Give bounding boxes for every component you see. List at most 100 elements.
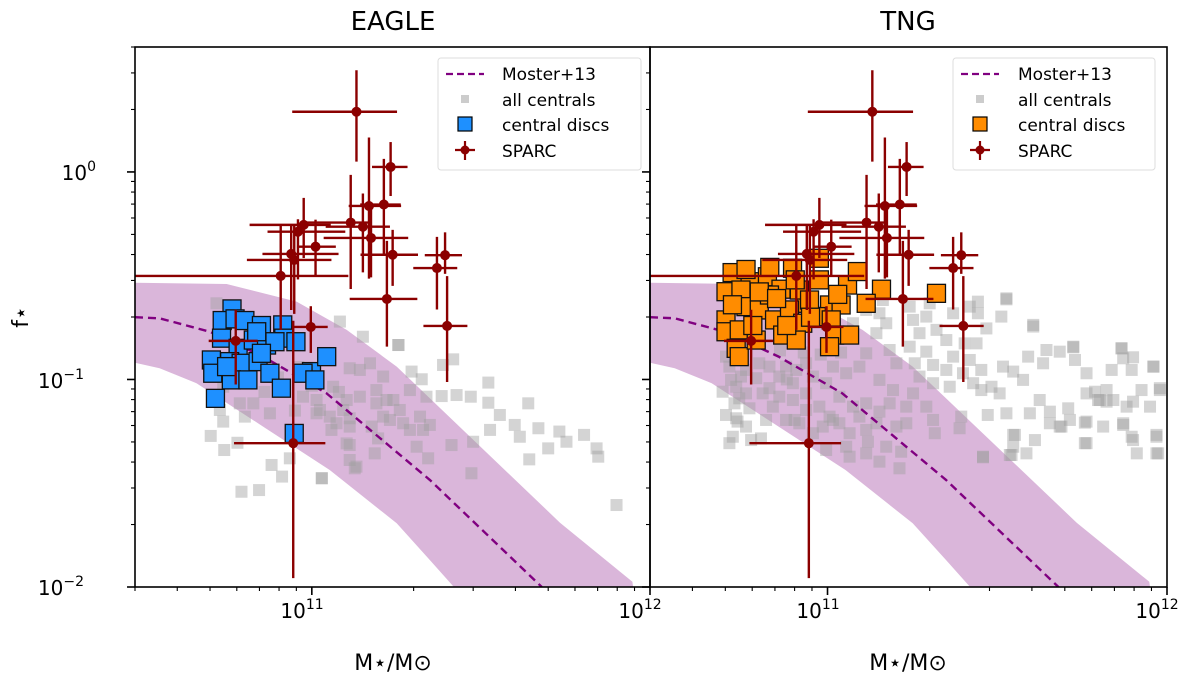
all-centrals-point xyxy=(590,442,603,455)
all-centrals-point xyxy=(1150,430,1163,443)
all-centrals-point xyxy=(1153,382,1166,395)
central-disc-point xyxy=(839,325,860,345)
all-centrals-point xyxy=(553,425,566,438)
all-centrals-point xyxy=(786,377,799,390)
all-centrals-point xyxy=(377,410,390,423)
all-centrals-point xyxy=(786,394,799,407)
all-centrals-point xyxy=(873,405,886,418)
all-centrals-point xyxy=(315,472,328,485)
sparc-point xyxy=(749,320,842,579)
central-disc-point xyxy=(216,356,237,377)
axis-ticks xyxy=(127,46,1168,595)
sparc-point xyxy=(929,236,974,310)
all-centrals-point xyxy=(833,390,846,403)
sparc-marker xyxy=(378,199,389,210)
central-disc-point xyxy=(238,370,258,390)
sparc-marker xyxy=(310,241,321,252)
x-tick-label-eagle-1e12: 1012 xyxy=(618,597,661,623)
all-centrals-point xyxy=(350,460,363,473)
all-centrals-point xyxy=(1105,363,1118,376)
legend-label-moster: Moster+13 xyxy=(502,65,596,85)
all-centrals-point xyxy=(235,485,248,498)
all-centrals-point xyxy=(826,413,839,426)
all-centrals-point xyxy=(716,385,729,398)
central-disc-point xyxy=(766,288,787,309)
all-centrals-point xyxy=(467,435,480,448)
all-centrals-point xyxy=(1055,420,1068,433)
all-centrals-point xyxy=(1080,415,1093,428)
all-centrals-point xyxy=(1147,360,1160,373)
all-centrals-point xyxy=(967,377,980,390)
all-centrals-point xyxy=(1117,418,1130,431)
all-centrals-point xyxy=(1127,395,1140,408)
legend-sparc-icon xyxy=(455,141,475,160)
all-centrals-point xyxy=(958,337,971,350)
central-disc-point xyxy=(271,378,292,398)
sparc-marker xyxy=(442,320,453,331)
all-centrals-series xyxy=(716,292,1166,475)
all-centrals-point xyxy=(927,413,940,426)
all-centrals-point xyxy=(1000,407,1013,420)
all-centrals-point xyxy=(793,417,806,430)
all-centrals-point xyxy=(890,357,903,370)
all-centrals-point xyxy=(1033,394,1046,407)
all-centrals-point xyxy=(1062,402,1075,415)
all-centrals-point xyxy=(1037,357,1050,370)
sparc-marker xyxy=(861,217,872,228)
all-centrals-point xyxy=(907,313,920,326)
all-centrals-point xyxy=(1120,400,1133,413)
central-disc-point xyxy=(286,332,306,352)
sparc-point xyxy=(839,204,925,278)
central-disc-point xyxy=(260,363,280,383)
all-centrals-point xyxy=(310,407,323,420)
all-centrals-point xyxy=(417,423,430,436)
central-disc-point xyxy=(317,346,337,367)
all-centrals-point xyxy=(995,310,1008,323)
sparc-marker xyxy=(366,232,377,243)
all-centrals-point xyxy=(447,353,460,366)
sparc-point xyxy=(723,309,774,385)
all-centrals-point xyxy=(1005,449,1018,462)
central-disc-point xyxy=(777,315,797,336)
all-centrals-point xyxy=(1068,353,1081,366)
sparc-point xyxy=(413,236,458,310)
sparc-marker xyxy=(958,320,969,331)
all-centrals-point xyxy=(372,432,385,445)
all-centrals-point xyxy=(392,339,405,352)
all-centrals-point xyxy=(1067,340,1080,353)
all-centrals-point xyxy=(343,420,356,433)
all-centrals-point xyxy=(484,423,497,436)
sparc-point xyxy=(819,174,887,289)
sparc-marker xyxy=(956,250,967,261)
sparc-point xyxy=(262,224,339,310)
all-centrals-point xyxy=(873,307,886,320)
sparc-point xyxy=(650,224,865,330)
sparc-marker xyxy=(808,226,819,237)
y-axis-label: f⋆ xyxy=(9,306,34,328)
sparc-marker xyxy=(298,219,309,230)
all-centrals-point xyxy=(288,404,301,417)
all-centrals-point xyxy=(873,455,886,468)
all-centrals-point xyxy=(913,370,926,383)
all-centrals-point xyxy=(788,413,801,426)
all-centrals-point xyxy=(955,410,968,423)
all-centrals-point xyxy=(773,370,786,383)
all-centrals-point xyxy=(883,397,896,410)
all-centrals-point xyxy=(414,410,427,423)
all-centrals-point xyxy=(753,357,766,370)
all-centrals-point xyxy=(610,499,623,512)
all-centrals-point xyxy=(725,373,738,386)
all-centrals-point xyxy=(860,347,873,360)
sparc-marker xyxy=(894,199,905,210)
all-centrals-point xyxy=(920,345,933,358)
all-centrals-point xyxy=(740,420,753,433)
all-centrals-point xyxy=(1107,394,1120,407)
all-centrals-point xyxy=(740,363,753,376)
all-centrals-point xyxy=(1043,405,1056,418)
all-centrals-point xyxy=(325,423,338,436)
all-centrals-point xyxy=(1027,320,1040,333)
all-centrals-point xyxy=(343,439,356,452)
sparc-point xyxy=(246,224,332,314)
all-centrals-point xyxy=(493,408,506,421)
